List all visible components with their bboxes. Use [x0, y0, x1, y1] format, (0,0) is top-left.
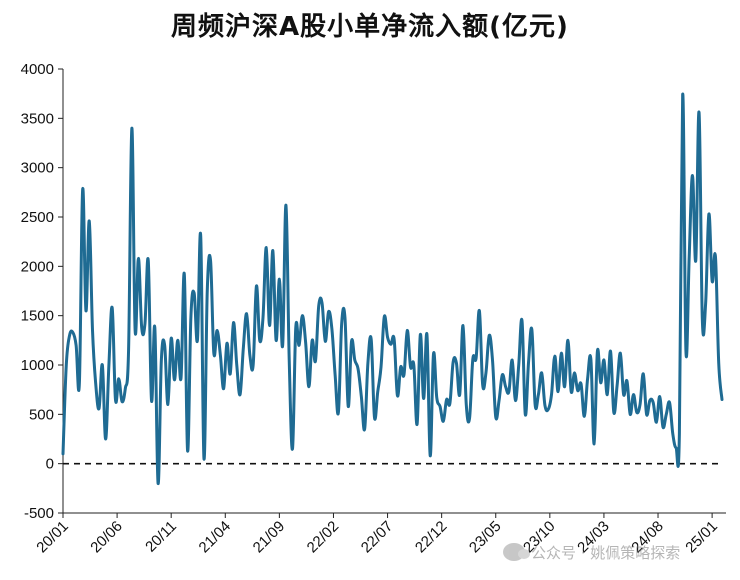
x-tick-label: 20/01: [33, 518, 72, 557]
x-tick-label: 20/06: [87, 518, 126, 557]
x-tick-label: 21/09: [250, 518, 289, 557]
y-tick-label: -500: [24, 505, 54, 522]
y-tick-label: 2500: [21, 209, 54, 226]
axes: [62, 69, 726, 514]
x-tick-label: 21/04: [196, 518, 235, 557]
x-tick-label: 20/11: [142, 518, 180, 556]
x-tick-label: 22/02: [304, 518, 343, 557]
y-tick-label: 0: [46, 456, 54, 473]
series-layer: [61, 93, 724, 485]
y-tick-label: 500: [29, 406, 54, 423]
x-tick-label: 22/07: [358, 518, 397, 557]
y-tick-label: 1000: [21, 357, 54, 374]
y-tick-label: 4000: [21, 61, 54, 78]
chart-title: 周频沪深A股小单净流入额(亿元): [171, 12, 569, 42]
y-tick-label: 1500: [21, 308, 54, 325]
x-tick-label: 22/12: [412, 518, 451, 557]
series-line: [61, 93, 724, 485]
y-tick-label: 3000: [21, 160, 54, 177]
y-axis-ticks: 4000 3500 3000 2500 2000 1500 1000 500 0 -500: [21, 61, 63, 522]
y-tick-label: 3500: [21, 110, 54, 127]
x-tick-label: 23/05: [466, 518, 505, 557]
watermark-text: 公众号 · 姚佩策略探索: [531, 543, 681, 562]
wechat-icon: [503, 543, 530, 561]
y-tick-label: 2000: [21, 258, 54, 275]
watermark: 公众号 · 姚佩策略探索: [503, 538, 733, 566]
